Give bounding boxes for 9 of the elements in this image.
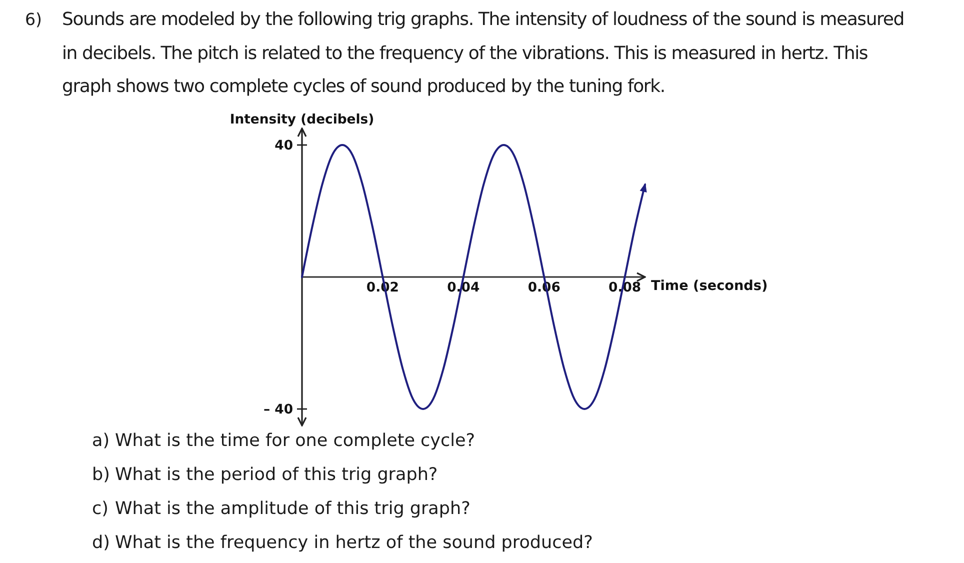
y-tick-label: – 40 <box>263 402 293 418</box>
text: a) What is the time for one complete cycle? <box>92 430 476 453</box>
x-axis-title: Time (seconds) <box>651 278 768 294</box>
y-tick-label: 40 <box>274 138 293 154</box>
text: d) What is the frequency in hertz of the sound produced? <box>92 532 593 555</box>
text: c) What is the amplitude of this trig graph? <box>92 498 470 521</box>
chart-title: 6) Sounds are modeled by the following trig graphs. The intensity of loudness of the sound is measured in decibels. The pitch is related to the frequency of the vibrations. This is measured in hertz. This graph shows two complete cycles of sound produced by the tuning fork. <box>25 9 904 97</box>
y-axis-title: Intensity (decibels) <box>230 112 374 128</box>
text: b) What is the period of this trig graph? <box>92 464 438 487</box>
